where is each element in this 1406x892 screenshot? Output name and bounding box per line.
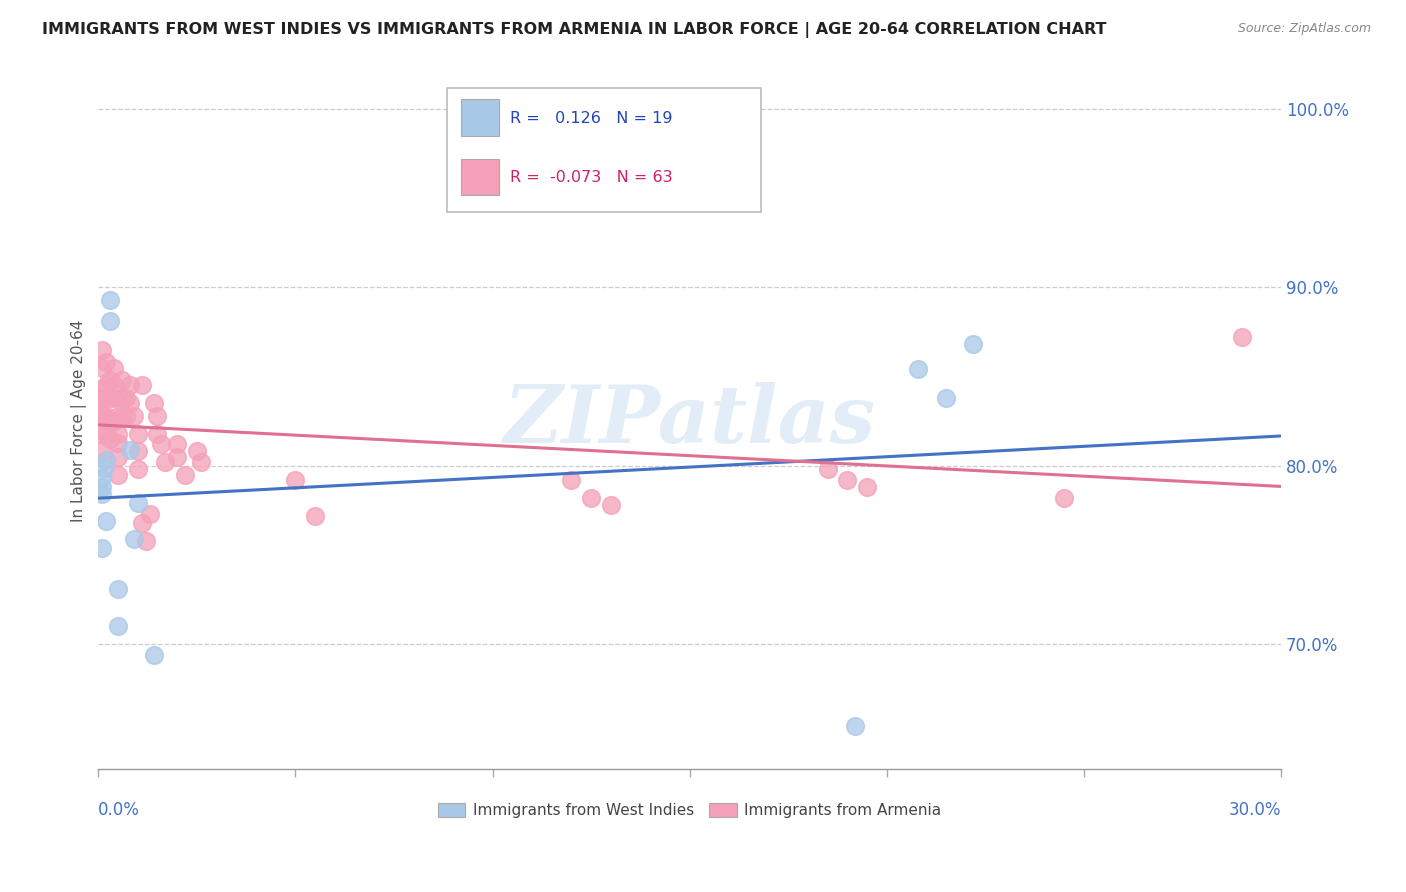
Point [304,508,326,523]
Point [96,453,118,467]
Text: R =  -0.073   N = 63: R = -0.073 N = 63 [510,170,672,185]
Point [96,409,118,423]
Point [118,396,141,410]
Point [579,491,602,505]
Point [115,409,138,423]
Text: R =   0.126   N = 19: R = 0.126 N = 19 [510,111,672,126]
Point [90,409,112,423]
Text: Source: ZipAtlas.com: Source: ZipAtlas.com [1237,22,1371,36]
Point [91,360,114,375]
Point [150,437,173,451]
Point [1053,491,1076,505]
Point [284,473,307,487]
Point [91,382,114,396]
Point [107,426,129,441]
Point [90,471,112,485]
Point [111,409,134,423]
Point [146,426,169,441]
Point [111,391,134,405]
Point [96,355,118,369]
Point [111,373,134,387]
Point [146,409,169,423]
Point [907,362,929,376]
Point [142,396,165,410]
Point [122,409,145,423]
Point [90,426,112,441]
Point [91,343,114,357]
Point [96,391,118,405]
Point [91,541,114,555]
Point [127,444,149,458]
Point [127,496,149,510]
Point [107,619,129,633]
Text: 0.0%: 0.0% [98,801,141,820]
Point [98,391,121,405]
Point [817,462,839,476]
Point [98,373,121,387]
Point [90,480,112,494]
Point [96,378,118,392]
Point [90,391,112,405]
Point [93,460,115,475]
Point [127,462,149,476]
Point [190,455,212,469]
Point [103,414,125,428]
Point [856,480,879,494]
Point [103,378,125,392]
Point [560,473,582,487]
Point [122,532,145,546]
FancyBboxPatch shape [461,99,499,136]
Point [103,391,125,405]
Point [166,450,188,464]
Point [103,360,125,375]
Point [115,391,138,405]
Legend: Immigrants from West Indies, Immigrants from Armenia: Immigrants from West Indies, Immigrants … [432,797,948,824]
Point [138,507,160,521]
Point [107,582,129,596]
Point [127,426,149,441]
Point [90,444,112,458]
Point [89,391,111,405]
Point [96,514,118,528]
Point [107,409,129,423]
Text: ZIPatlas: ZIPatlas [503,383,876,460]
Point [174,467,197,482]
Point [135,533,157,548]
Point [98,293,121,307]
Point [118,442,141,457]
Point [935,391,957,405]
Point [962,337,984,351]
Point [98,314,121,328]
FancyBboxPatch shape [461,159,499,194]
Point [837,473,859,487]
Point [186,444,208,458]
Point [142,648,165,662]
Point [98,432,121,446]
Point [93,391,115,405]
Point [131,516,153,530]
Text: 30.0%: 30.0% [1229,801,1281,820]
Point [98,414,121,428]
Point [131,378,153,392]
Point [599,498,621,512]
Point [91,487,114,501]
Point [844,719,866,733]
Point [107,467,129,482]
Text: IMMIGRANTS FROM WEST INDIES VS IMMIGRANTS FROM ARMENIA IN LABOR FORCE | AGE 20-6: IMMIGRANTS FROM WEST INDIES VS IMMIGRANT… [42,22,1107,38]
Point [96,426,118,441]
Point [118,378,141,392]
Y-axis label: In Labor Force | Age 20-64: In Labor Force | Age 20-64 [72,320,87,523]
Point [107,435,129,450]
Point [91,409,114,423]
Point [1230,330,1253,344]
Point [155,455,177,469]
FancyBboxPatch shape [447,88,761,212]
Point [107,450,129,464]
Point [166,437,188,451]
